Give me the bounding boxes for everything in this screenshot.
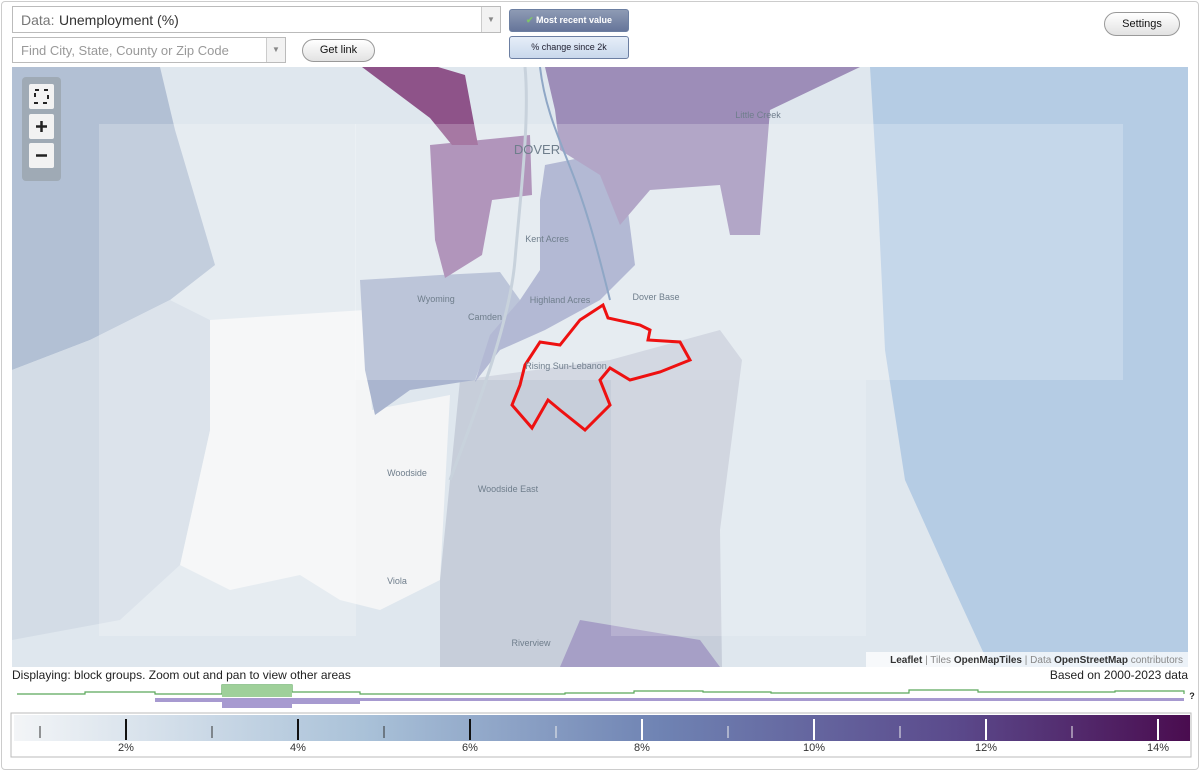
map-label: Viola (387, 576, 407, 586)
legend-tick-label: 12% (975, 742, 997, 754)
status-left: Displaying: block groups. Zoom out and p… (12, 668, 351, 682)
color-scale (14, 715, 1190, 741)
map[interactable]: DOVER Little Creek Kent Acres Wyoming Ca… (12, 67, 1188, 667)
map-label: Woodside East (478, 484, 539, 494)
region (180, 310, 450, 610)
map-label: Camden (468, 312, 502, 322)
region (12, 300, 210, 640)
attribution-text: contributors (1128, 655, 1183, 666)
region (440, 330, 742, 667)
road (448, 67, 528, 481)
legend-tick-label: 14% (1147, 742, 1169, 754)
region (430, 135, 532, 278)
data-prefix: Data: (21, 12, 55, 28)
region (545, 67, 860, 235)
change-toggle[interactable]: % change since 2k (509, 36, 629, 59)
map-label: Riverview (511, 638, 551, 648)
attribution-text: | Data (1022, 655, 1054, 666)
legend-tick-label: 2% (118, 742, 134, 754)
legend-ticks: 2% 4% 6% 8% 10% 12% 14% (39, 719, 1169, 754)
region (12, 67, 215, 370)
region (560, 620, 720, 667)
map-labels: DOVER Little Creek Kent Acres Wyoming Ca… (387, 110, 781, 648)
get-link-button[interactable]: Get link (302, 39, 375, 62)
map-label: Woodside (387, 468, 427, 478)
dropdown-arrow[interactable]: ▼ (266, 38, 285, 62)
histogram: ? (17, 684, 1195, 708)
attribution-text: | Tiles (922, 655, 954, 666)
map-label: Dover Base (632, 292, 679, 302)
map-label: Rising Sun-Lebanon (525, 361, 607, 371)
water (870, 67, 1188, 667)
attribution-link[interactable]: Leaflet (890, 655, 923, 666)
histogram-bar (222, 685, 292, 697)
settings-button[interactable]: Settings (1104, 12, 1180, 36)
attribution-link[interactable]: OpenStreetMap (1054, 655, 1128, 666)
attribution-link[interactable]: OpenMapTiles (954, 655, 1023, 666)
check-icon: ✔ (525, 15, 534, 25)
fullscreen-button[interactable] (29, 84, 54, 109)
data-value: Unemployment (%) (59, 12, 179, 28)
status-right: Based on 2000-2023 data (1049, 668, 1188, 682)
tile-overlay (99, 124, 356, 636)
region (475, 150, 635, 382)
most-recent-label: Most recent value (536, 15, 613, 25)
histogram-fill (17, 698, 1184, 708)
river (539, 67, 611, 301)
legend-tick-label: 6% (462, 742, 478, 754)
region (360, 272, 520, 415)
dropdown-arrow[interactable]: ▼ (481, 7, 500, 32)
attribution-box (866, 652, 1188, 667)
search-box[interactable]: Find City, State, County or Zip Code ▼ (12, 37, 286, 63)
map-label: Highland Acres (530, 295, 591, 305)
data-select[interactable]: Data: Unemployment (%) ▼ (12, 6, 501, 33)
region (362, 67, 478, 145)
selected-area-outline[interactable] (510, 302, 693, 433)
legend: ? 2% 4% 6% 8% 10% 12% 14% (10, 684, 1195, 758)
tile-overlay (355, 124, 1123, 380)
map-label: Wyoming (417, 294, 454, 304)
map-label: DOVER (514, 142, 560, 157)
search-placeholder: Find City, State, County or Zip Code (21, 43, 229, 58)
histogram-line (17, 684, 1185, 695)
plus-icon (36, 121, 47, 132)
most-recent-toggle[interactable]: ✔ Most recent value (509, 9, 629, 32)
map-label: Little Creek (735, 110, 781, 120)
fullscreen-icon (34, 89, 49, 104)
attribution: Leaflet | Tiles OpenMapTiles | Data Open… (890, 655, 1183, 666)
legend-tick-label: 10% (803, 742, 825, 754)
legend-tick-label: 8% (634, 742, 650, 754)
map-label: Kent Acres (525, 234, 569, 244)
zoom-controls (22, 77, 61, 181)
legend-tick-label: 4% (290, 742, 306, 754)
help-mark[interactable]: ? (1189, 691, 1195, 701)
tile-overlay (611, 380, 866, 636)
